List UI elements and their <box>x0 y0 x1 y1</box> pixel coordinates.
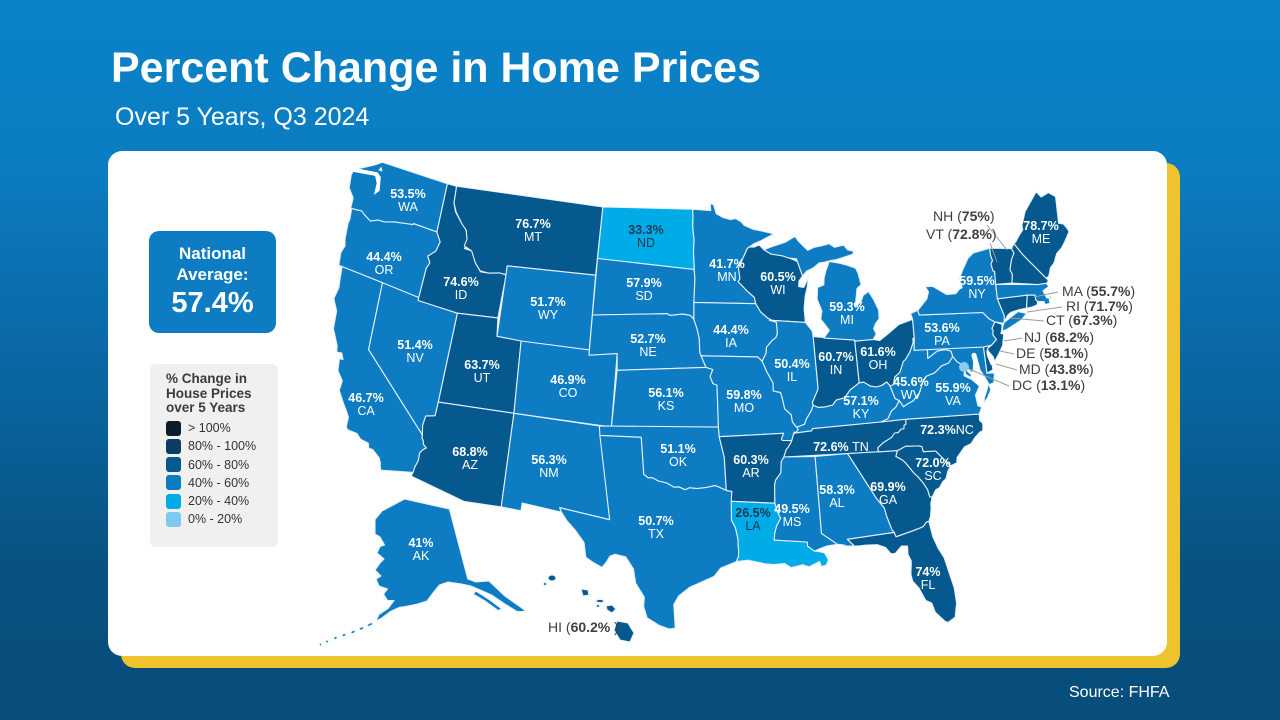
svg-text:AR: AR <box>742 466 759 480</box>
svg-text:68.8%: 68.8% <box>452 445 487 459</box>
svg-text:DE (58.1%): DE (58.1%) <box>1016 345 1088 361</box>
svg-text:61.6%: 61.6% <box>860 345 895 359</box>
svg-text:SD: SD <box>635 289 652 303</box>
svg-text:MD (43.8%): MD (43.8%) <box>1019 361 1094 377</box>
svg-text:74.6%: 74.6% <box>443 275 478 289</box>
svg-text:VA: VA <box>945 394 961 408</box>
svg-text:NH (75%): NH (75%) <box>933 208 994 224</box>
svg-text:57.9%: 57.9% <box>626 276 661 290</box>
svg-text:HI (60.2% ): HI (60.2% ) <box>548 619 619 635</box>
svg-text:WA: WA <box>398 200 418 214</box>
svg-text:SC: SC <box>924 469 941 483</box>
svg-text:AK: AK <box>413 549 430 563</box>
svg-text:44.4%: 44.4% <box>366 250 401 264</box>
svg-text:AZ: AZ <box>462 458 478 472</box>
svg-text:53.6%: 53.6% <box>924 321 959 335</box>
svg-text:TX: TX <box>648 527 665 541</box>
svg-text:44.4%: 44.4% <box>713 323 748 337</box>
svg-text:MT: MT <box>524 230 542 244</box>
svg-text:49.5%: 49.5% <box>774 502 809 516</box>
svg-text:51.7%: 51.7% <box>530 295 565 309</box>
svg-text:59.8%: 59.8% <box>726 388 761 402</box>
svg-text:WY: WY <box>538 308 559 322</box>
svg-text:41%: 41% <box>408 536 433 550</box>
svg-text:50.7%: 50.7% <box>638 514 673 528</box>
svg-text:CA: CA <box>357 404 375 418</box>
svg-text:45.6%: 45.6% <box>893 375 928 389</box>
svg-text:PA: PA <box>934 334 950 348</box>
svg-text:CO: CO <box>559 386 578 400</box>
svg-text:ND: ND <box>637 236 655 250</box>
svg-text:46.9%: 46.9% <box>550 373 585 387</box>
svg-text:72.0%: 72.0% <box>915 456 950 470</box>
svg-text:78.7%: 78.7% <box>1023 219 1058 233</box>
svg-text:63.7%: 63.7% <box>464 358 499 372</box>
svg-text:50.4%: 50.4% <box>774 357 809 371</box>
svg-text:OK: OK <box>669 455 688 469</box>
svg-text:MA (55.7%): MA (55.7%) <box>1062 283 1135 299</box>
svg-text:MS: MS <box>783 515 802 529</box>
svg-text:69.9%: 69.9% <box>870 480 905 494</box>
svg-text:59.5%: 59.5% <box>959 274 994 288</box>
svg-text:60.7%: 60.7% <box>818 350 853 364</box>
svg-text:52.7%: 52.7% <box>630 332 665 346</box>
svg-text:76.7%: 76.7% <box>515 217 550 231</box>
svg-text:MI: MI <box>840 313 854 327</box>
svg-text:VT (72.8%): VT (72.8%) <box>926 226 997 242</box>
svg-text:NJ (68.2%): NJ (68.2%) <box>1024 329 1094 345</box>
svg-text:UT: UT <box>474 371 491 385</box>
svg-text:LA: LA <box>745 519 761 533</box>
svg-text:OR: OR <box>375 263 394 277</box>
svg-text:26.5%: 26.5% <box>735 506 770 520</box>
svg-text:ID: ID <box>455 288 468 302</box>
svg-text:KS: KS <box>658 399 675 413</box>
svg-text:IA: IA <box>725 336 737 350</box>
svg-text:GA: GA <box>879 493 898 507</box>
svg-text:NM: NM <box>539 466 558 480</box>
svg-text:NV: NV <box>406 351 424 365</box>
svg-text:AL: AL <box>829 496 844 510</box>
svg-text:33.3%: 33.3% <box>628 223 663 237</box>
svg-text:56.3%: 56.3% <box>531 453 566 467</box>
svg-text:51.1%: 51.1% <box>660 442 695 456</box>
svg-text:OH: OH <box>869 358 888 372</box>
svg-text:MN: MN <box>717 270 736 284</box>
svg-text:WI: WI <box>770 283 785 297</box>
svg-text:NY: NY <box>968 287 986 301</box>
svg-text:57.1%: 57.1% <box>843 394 878 408</box>
svg-text:58.3%: 58.3% <box>819 483 854 497</box>
svg-text:60.3%: 60.3% <box>733 453 768 467</box>
svg-text:55.9%: 55.9% <box>935 381 970 395</box>
svg-text:KY: KY <box>853 407 870 421</box>
svg-text:ME: ME <box>1032 232 1051 246</box>
svg-text:51.4%: 51.4% <box>397 338 432 352</box>
svg-text:WV: WV <box>901 388 922 402</box>
svg-text:41.7%: 41.7% <box>709 257 744 271</box>
svg-text:59.3%: 59.3% <box>829 300 864 314</box>
svg-text:53.5%: 53.5% <box>390 187 425 201</box>
svg-text:56.1%: 56.1% <box>648 386 683 400</box>
svg-text:DC (13.1%): DC (13.1%) <box>1012 377 1085 393</box>
svg-text:60.5%: 60.5% <box>760 270 795 284</box>
svg-text:CT (67.3%): CT (67.3%) <box>1046 312 1117 328</box>
svg-text:72.3%NC: 72.3%NC <box>920 423 974 437</box>
svg-text:46.7%: 46.7% <box>348 391 383 405</box>
svg-text:74%: 74% <box>915 565 940 579</box>
svg-text:MO: MO <box>734 401 754 415</box>
svg-text:IN: IN <box>830 363 843 377</box>
svg-text:RI (71.7%): RI (71.7%) <box>1066 298 1133 314</box>
svg-text:FL: FL <box>921 578 936 592</box>
svg-text:IL: IL <box>787 370 797 384</box>
svg-text:NE: NE <box>639 345 656 359</box>
svg-text:72.6% TN: 72.6% TN <box>813 440 869 454</box>
